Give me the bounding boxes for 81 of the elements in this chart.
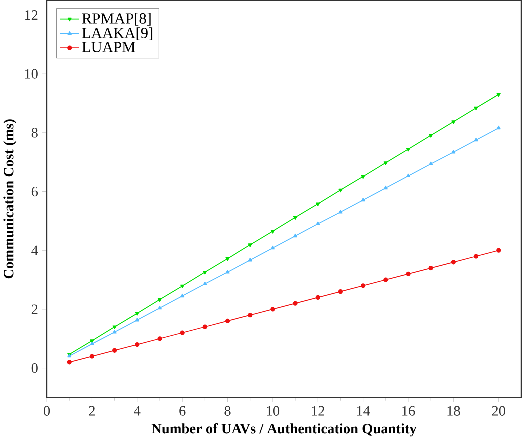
- x-tick-label: 6: [180, 406, 186, 416]
- x-tick-label: 16: [402, 406, 416, 416]
- point: [361, 198, 366, 202]
- point: [270, 246, 276, 250]
- point: [474, 106, 478, 110]
- point: [203, 282, 208, 286]
- point: [202, 324, 208, 330]
- point: [158, 336, 162, 342]
- x-axis-title: Number of UAVs / Authentication Quantity: [152, 423, 417, 436]
- point: [496, 126, 501, 130]
- point: [452, 150, 456, 154]
- point: [226, 257, 230, 262]
- point: [90, 354, 95, 359]
- point: [248, 244, 252, 248]
- point: [226, 270, 230, 274]
- point: [361, 283, 366, 288]
- point: [316, 222, 320, 226]
- point: [474, 254, 479, 259]
- x-tick-label: 12: [312, 406, 324, 416]
- point: [429, 162, 434, 166]
- point: [112, 330, 117, 334]
- point: [384, 186, 388, 190]
- point: [338, 188, 343, 192]
- x-tick-label: 0: [44, 406, 50, 416]
- legend-label: LUAPM: [82, 42, 136, 52]
- point: [112, 348, 118, 353]
- point: [158, 298, 162, 302]
- point: [406, 148, 411, 152]
- x-tick-label: 8: [224, 406, 231, 416]
- y-tick-label: 12: [25, 10, 38, 20]
- point: [293, 301, 298, 306]
- point: [406, 174, 411, 178]
- y-tick-label: 2: [32, 304, 38, 314]
- x-tick-label: 2: [89, 406, 96, 416]
- point: [496, 93, 501, 97]
- point: [316, 295, 320, 300]
- y-tick-label: 6: [32, 186, 38, 196]
- point: [474, 138, 478, 142]
- point: [67, 360, 72, 365]
- point: [451, 260, 456, 265]
- point: [452, 120, 456, 124]
- x-tick-label: 14: [357, 406, 370, 416]
- legend-label: RPMAP[8]: [82, 12, 151, 26]
- point: [384, 278, 388, 282]
- point: [90, 339, 94, 344]
- y-axis-title: Communication Cost (ms): [4, 119, 17, 278]
- point: [316, 202, 320, 206]
- x-tick-label: 10: [267, 406, 280, 416]
- point: [135, 318, 140, 322]
- x-tick-label: 20: [492, 406, 506, 416]
- point: [293, 216, 298, 220]
- point: [496, 248, 502, 253]
- point: [270, 230, 276, 234]
- point: [90, 342, 94, 346]
- point: [180, 284, 185, 288]
- point: [270, 307, 276, 312]
- y-tick-label: 10: [25, 69, 38, 79]
- point: [429, 134, 434, 138]
- point: [135, 312, 140, 316]
- x-tick-label: 4: [134, 406, 141, 416]
- point: [180, 330, 185, 336]
- point: [361, 175, 366, 179]
- point: [293, 234, 298, 238]
- y-tick-label: 8: [32, 128, 38, 138]
- y-tick-label: 4: [32, 246, 38, 256]
- point: [406, 272, 411, 276]
- point: [112, 326, 117, 330]
- point: [338, 210, 343, 214]
- point: [338, 289, 344, 294]
- x-tick-label: 18: [448, 406, 460, 416]
- point: [158, 306, 162, 310]
- point: [384, 161, 388, 166]
- point: [135, 342, 140, 347]
- point: [428, 266, 434, 270]
- y-tick-label: 0: [32, 363, 38, 373]
- legend-label: LAAKA[9]: [82, 27, 153, 40]
- point: [203, 270, 208, 275]
- point: [248, 258, 252, 262]
- point: [225, 318, 230, 324]
- point: [248, 312, 253, 318]
- point: [180, 294, 185, 298]
